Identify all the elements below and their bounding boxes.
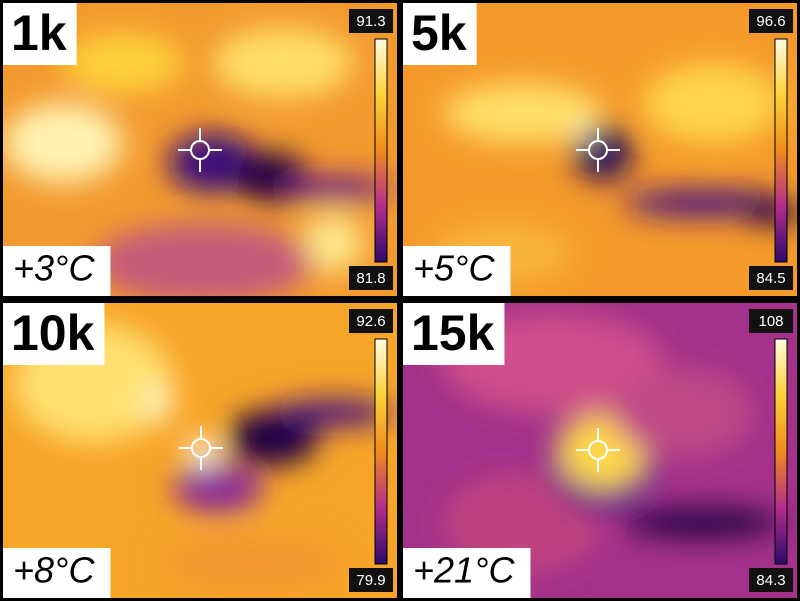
thermal-spot	[173, 463, 263, 513]
scale-max-box	[349, 9, 393, 33]
panel-delta-box	[403, 246, 511, 296]
panel-delta-box	[3, 246, 111, 296]
thermal-blobs	[3, 28, 393, 296]
scale-min: 84.5	[756, 270, 785, 287]
thermal-spot	[443, 83, 603, 143]
crosshair	[576, 428, 620, 472]
thermal-spot	[303, 213, 363, 273]
scale-max: 91.3	[356, 13, 385, 30]
color-bar	[374, 38, 388, 263]
thermal-spot	[63, 33, 183, 93]
thermal-spot	[143, 383, 173, 423]
crosshair	[179, 426, 223, 470]
thermal-spot	[213, 28, 353, 98]
panel-title: 1k	[11, 5, 67, 61]
thermal-spot	[575, 125, 591, 141]
scale-max-box	[349, 309, 393, 333]
panel: 91.3 81.8 1k +3°C	[3, 3, 397, 296]
thermal-spot	[613, 368, 753, 458]
panel-delta-box	[403, 548, 531, 598]
scale-min: 81.8	[356, 270, 385, 287]
thermal-spot	[273, 176, 393, 200]
scale-min-box	[349, 568, 393, 592]
panel-title-box	[3, 303, 105, 365]
thermal-spot	[3, 103, 123, 183]
panel-title-box	[3, 3, 77, 65]
panel-title-box	[403, 303, 505, 365]
color-bar	[374, 338, 388, 565]
panel-delta: +3°C	[13, 248, 95, 289]
scale-max: 96.6	[756, 13, 785, 30]
panel-title: 10k	[11, 305, 95, 361]
thermal-spot	[93, 223, 313, 296]
thermal-spot	[623, 189, 783, 217]
crosshair	[178, 128, 222, 172]
thermal-blobs	[443, 313, 783, 573]
panel: 96.6 84.5 5k +5°C	[403, 3, 797, 296]
panel-delta: +8°C	[13, 550, 95, 591]
panel-title-box	[403, 3, 477, 65]
thermal-spot	[273, 399, 393, 427]
panel-title: 15k	[411, 305, 495, 361]
color-bar	[774, 38, 788, 263]
thermal-spot	[643, 63, 783, 143]
thermal-spot	[163, 533, 343, 593]
panel: 108 84.3 15k +21°C	[403, 303, 797, 598]
panel-delta: +5°C	[413, 248, 495, 289]
panel: 92.6 79.9 10k +8°C	[3, 303, 397, 598]
scale-max: 92.6	[356, 313, 385, 330]
thermal-spot	[623, 509, 783, 537]
color-bar	[774, 338, 788, 565]
scale-min: 84.3	[756, 572, 785, 589]
crosshair	[576, 128, 620, 172]
scale-min-box	[349, 266, 393, 290]
panel-delta-box	[3, 548, 111, 598]
scale-max-box	[749, 9, 793, 33]
scale-min-box	[749, 568, 793, 592]
panel-delta: +21°C	[413, 550, 515, 591]
scale-min-box	[749, 266, 793, 290]
scale-max: 108	[758, 313, 783, 330]
panel-title: 5k	[411, 5, 467, 61]
scale-max-box	[749, 309, 793, 333]
scale-min: 79.9	[356, 572, 385, 589]
thermal-spot	[228, 410, 318, 466]
